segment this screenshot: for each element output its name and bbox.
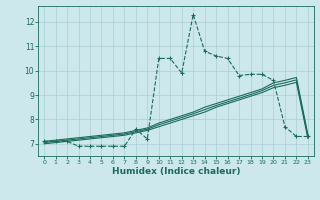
- X-axis label: Humidex (Indice chaleur): Humidex (Indice chaleur): [112, 167, 240, 176]
